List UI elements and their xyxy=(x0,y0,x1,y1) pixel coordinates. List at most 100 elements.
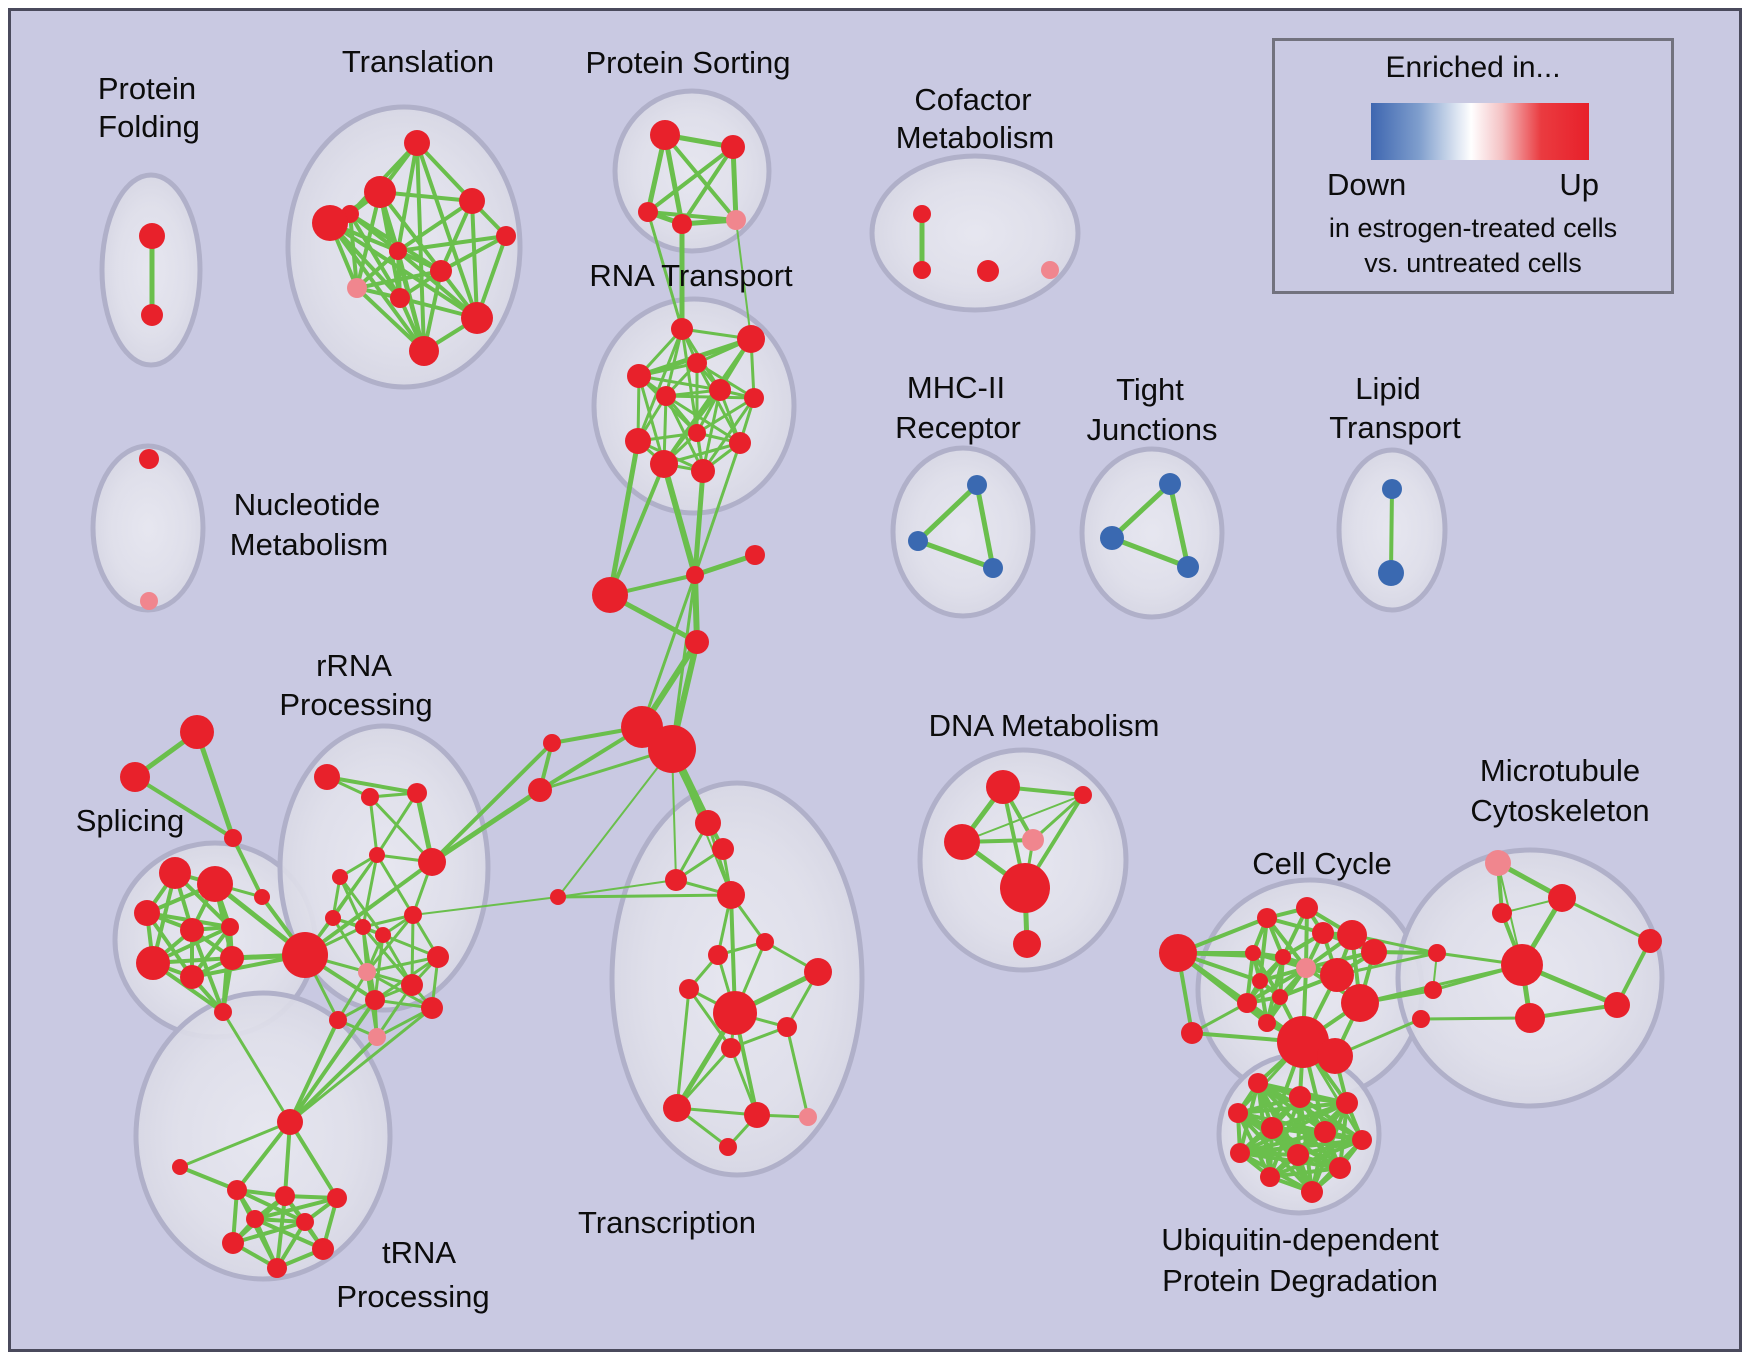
gene-set-node[interactable] xyxy=(401,974,423,996)
gene-set-node[interactable] xyxy=(1100,526,1124,550)
gene-set-node[interactable] xyxy=(977,260,999,282)
gene-set-node[interactable] xyxy=(332,869,348,885)
gene-set-node[interactable] xyxy=(180,965,204,989)
gene-set-node[interactable] xyxy=(1341,984,1379,1022)
gene-set-node[interactable] xyxy=(1312,922,1334,944)
gene-set-node[interactable] xyxy=(592,577,628,613)
gene-set-node[interactable] xyxy=(687,353,707,373)
gene-set-node[interactable] xyxy=(421,997,443,1019)
gene-set-node[interactable] xyxy=(180,715,214,749)
gene-set-node[interactable] xyxy=(197,866,233,902)
gene-set-node[interactable] xyxy=(709,379,731,401)
gene-set-node[interactable] xyxy=(369,847,385,863)
gene-set-node[interactable] xyxy=(679,979,699,999)
gene-set-node[interactable] xyxy=(913,261,931,279)
gene-set-node[interactable] xyxy=(638,202,658,222)
gene-set-node[interactable] xyxy=(254,889,270,905)
gene-set-node[interactable] xyxy=(140,592,158,610)
gene-set-node[interactable] xyxy=(737,325,765,353)
gene-set-node[interactable] xyxy=(1022,829,1044,851)
gene-set-node[interactable] xyxy=(656,386,676,406)
gene-set-node[interactable] xyxy=(686,566,704,584)
gene-set-node[interactable] xyxy=(1361,939,1387,965)
gene-set-node[interactable] xyxy=(1548,884,1576,912)
gene-set-node[interactable] xyxy=(407,783,427,803)
gene-set-node[interactable] xyxy=(1301,1181,1323,1203)
gene-set-node[interactable] xyxy=(688,424,706,442)
gene-set-node[interactable] xyxy=(329,1011,347,1029)
gene-set-node[interactable] xyxy=(1074,786,1092,804)
gene-set-node[interactable] xyxy=(159,857,191,889)
gene-set-node[interactable] xyxy=(1260,1167,1280,1187)
gene-set-node[interactable] xyxy=(172,1159,188,1175)
gene-set-node[interactable] xyxy=(627,364,651,388)
gene-set-node[interactable] xyxy=(671,318,693,340)
gene-set-node[interactable] xyxy=(389,242,407,260)
gene-set-node[interactable] xyxy=(756,933,774,951)
gene-set-node[interactable] xyxy=(418,848,446,876)
gene-set-node[interactable] xyxy=(745,545,765,565)
gene-set-node[interactable] xyxy=(913,205,931,223)
gene-set-node[interactable] xyxy=(1412,1010,1430,1028)
gene-set-node[interactable] xyxy=(685,630,709,654)
gene-set-node[interactable] xyxy=(364,176,396,208)
gene-set-node[interactable] xyxy=(459,188,485,214)
gene-set-node[interactable] xyxy=(461,302,493,334)
gene-set-node[interactable] xyxy=(713,991,757,1035)
gene-set-node[interactable] xyxy=(361,788,379,806)
gene-set-node[interactable] xyxy=(267,1258,287,1278)
gene-set-node[interactable] xyxy=(1485,850,1511,876)
gene-set-node[interactable] xyxy=(1228,1103,1248,1123)
gene-set-node[interactable] xyxy=(744,388,764,408)
gene-set-node[interactable] xyxy=(1382,479,1402,499)
gene-set-node[interactable] xyxy=(368,1028,386,1046)
gene-set-node[interactable] xyxy=(277,1109,303,1135)
gene-set-node[interactable] xyxy=(1320,958,1354,992)
gene-set-node[interactable] xyxy=(1296,897,1318,919)
gene-set-node[interactable] xyxy=(1424,981,1442,999)
gene-set-node[interactable] xyxy=(496,226,516,246)
gene-set-node[interactable] xyxy=(430,260,452,282)
gene-set-node[interactable] xyxy=(296,1213,314,1231)
gene-set-node[interactable] xyxy=(409,336,439,366)
gene-set-node[interactable] xyxy=(1296,958,1316,978)
gene-set-node[interactable] xyxy=(983,558,1003,578)
gene-set-node[interactable] xyxy=(221,918,239,936)
gene-set-node[interactable] xyxy=(986,770,1020,804)
gene-set-node[interactable] xyxy=(427,946,449,968)
gene-set-node[interactable] xyxy=(625,428,651,454)
gene-set-node[interactable] xyxy=(355,919,371,935)
gene-set-node[interactable] xyxy=(312,1238,334,1260)
gene-set-node[interactable] xyxy=(220,946,244,970)
gene-set-node[interactable] xyxy=(650,450,678,478)
gene-set-node[interactable] xyxy=(227,1180,247,1200)
gene-set-node[interactable] xyxy=(1515,1003,1545,1033)
gene-set-node[interactable] xyxy=(528,778,552,802)
gene-set-node[interactable] xyxy=(1604,992,1630,1018)
gene-set-node[interactable] xyxy=(327,1188,347,1208)
gene-set-node[interactable] xyxy=(1277,1016,1329,1068)
gene-set-node[interactable] xyxy=(1287,1144,1309,1166)
gene-set-node[interactable] xyxy=(726,210,746,230)
gene-set-node[interactable] xyxy=(1248,1073,1268,1093)
gene-set-node[interactable] xyxy=(1329,1157,1351,1179)
gene-set-node[interactable] xyxy=(358,963,376,981)
gene-set-node[interactable] xyxy=(777,1017,797,1037)
gene-set-node[interactable] xyxy=(648,725,696,773)
gene-set-node[interactable] xyxy=(691,459,715,483)
gene-set-node[interactable] xyxy=(1501,944,1543,986)
gene-set-node[interactable] xyxy=(1181,1022,1203,1044)
gene-set-node[interactable] xyxy=(1177,556,1199,578)
gene-set-node[interactable] xyxy=(312,205,348,241)
gene-set-node[interactable] xyxy=(712,838,734,860)
gene-set-node[interactable] xyxy=(804,958,832,986)
gene-set-node[interactable] xyxy=(365,990,385,1010)
gene-set-node[interactable] xyxy=(141,304,163,326)
gene-set-node[interactable] xyxy=(404,906,422,924)
gene-set-node[interactable] xyxy=(1245,945,1261,961)
gene-set-node[interactable] xyxy=(665,869,687,891)
gene-set-node[interactable] xyxy=(1378,560,1404,586)
gene-set-node[interactable] xyxy=(136,946,170,980)
gene-set-node[interactable] xyxy=(1013,930,1041,958)
gene-set-node[interactable] xyxy=(1230,1143,1250,1163)
